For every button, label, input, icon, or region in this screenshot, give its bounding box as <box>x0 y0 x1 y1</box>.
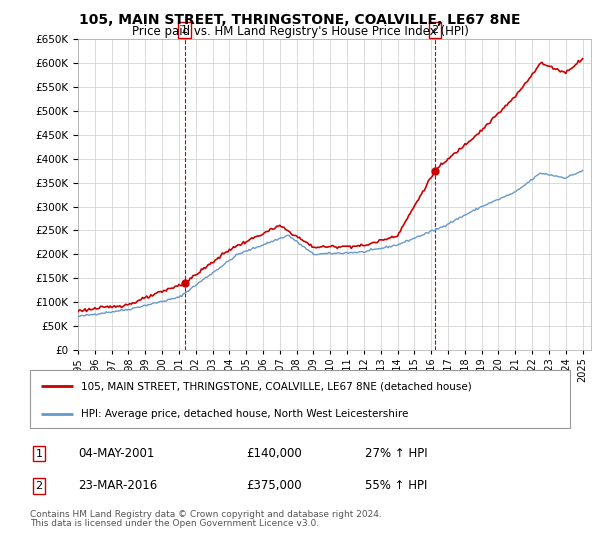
Text: Price paid vs. HM Land Registry's House Price Index (HPI): Price paid vs. HM Land Registry's House … <box>131 25 469 38</box>
Text: 1: 1 <box>181 25 188 35</box>
Text: 105, MAIN STREET, THRINGSTONE, COALVILLE, LE67 8NE (detached house): 105, MAIN STREET, THRINGSTONE, COALVILLE… <box>82 381 472 391</box>
Text: 55% ↑ HPI: 55% ↑ HPI <box>365 479 427 492</box>
Text: 105, MAIN STREET, THRINGSTONE, COALVILLE, LE67 8NE: 105, MAIN STREET, THRINGSTONE, COALVILLE… <box>79 13 521 27</box>
Text: This data is licensed under the Open Government Licence v3.0.: This data is licensed under the Open Gov… <box>30 519 319 528</box>
Text: 2: 2 <box>431 25 439 35</box>
Text: Contains HM Land Registry data © Crown copyright and database right 2024.: Contains HM Land Registry data © Crown c… <box>30 510 382 519</box>
Text: 2: 2 <box>35 481 43 491</box>
Text: £375,000: £375,000 <box>246 479 302 492</box>
Text: £140,000: £140,000 <box>246 447 302 460</box>
Text: 04-MAY-2001: 04-MAY-2001 <box>79 447 155 460</box>
Text: 1: 1 <box>35 449 43 459</box>
Text: HPI: Average price, detached house, North West Leicestershire: HPI: Average price, detached house, Nort… <box>82 409 409 419</box>
Text: 27% ↑ HPI: 27% ↑ HPI <box>365 447 427 460</box>
Text: 23-MAR-2016: 23-MAR-2016 <box>79 479 158 492</box>
